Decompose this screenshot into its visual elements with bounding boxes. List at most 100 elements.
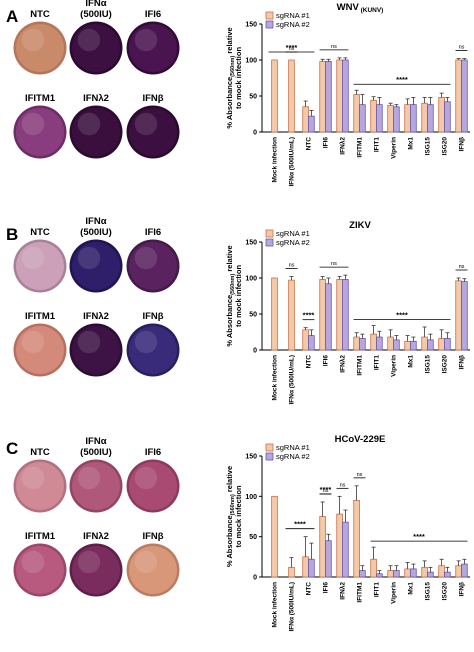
well: IFNβ bbox=[126, 311, 180, 377]
bar bbox=[393, 339, 400, 351]
significance-label: ns bbox=[289, 263, 295, 269]
well-label: NTC bbox=[30, 227, 50, 238]
well-label: NTC bbox=[30, 9, 50, 20]
bar bbox=[359, 104, 366, 133]
bar bbox=[353, 94, 360, 133]
well: IFITM1 bbox=[13, 311, 67, 377]
bar bbox=[444, 338, 451, 351]
well: IFITM1 bbox=[13, 93, 67, 159]
bar bbox=[376, 104, 383, 133]
well: IFNλ2 bbox=[69, 93, 123, 159]
well-highlight bbox=[77, 246, 101, 270]
bar bbox=[461, 281, 468, 351]
x-tick-label: IFIT1 bbox=[374, 355, 381, 371]
y-axis-label: to mock infection bbox=[234, 265, 243, 328]
well-label: (500IU) bbox=[80, 9, 112, 20]
x-tick-label: Viperin bbox=[391, 582, 398, 604]
chart-title: ZIKV bbox=[349, 220, 371, 231]
significance-label: **** bbox=[320, 485, 332, 494]
y-axis-label: % Absorbance(560nm) relative bbox=[225, 466, 236, 567]
well-label: IFNβ bbox=[142, 531, 163, 542]
x-tick-label: ISG20 bbox=[442, 582, 449, 601]
well-fill bbox=[129, 462, 177, 510]
y-axis-label: to mock infection bbox=[234, 485, 243, 548]
bar bbox=[393, 106, 400, 133]
x-tick-label: IFNα (500IU/mL) bbox=[289, 137, 296, 187]
y-axis-label-part: relative bbox=[225, 245, 234, 273]
y-tick-label: 100 bbox=[245, 58, 257, 65]
well-label: IFITM1 bbox=[25, 531, 56, 542]
well-highlight bbox=[77, 28, 101, 52]
well-fill bbox=[72, 462, 120, 510]
y-axis-label-part: relative bbox=[225, 27, 234, 55]
well-fill bbox=[129, 326, 177, 374]
bar bbox=[370, 333, 377, 351]
legend-label: sgRNA #1 bbox=[276, 11, 310, 20]
legend-label: sgRNA #2 bbox=[276, 238, 310, 247]
well: NTC bbox=[13, 227, 67, 293]
bar bbox=[288, 566, 295, 578]
well-label: IFNλ2 bbox=[83, 531, 109, 542]
well-highlight bbox=[134, 246, 158, 270]
y-tick-label: 50 bbox=[249, 534, 257, 541]
well-fill bbox=[16, 24, 64, 72]
y-tick-label: 50 bbox=[249, 312, 257, 319]
bar bbox=[421, 336, 428, 351]
x-tick-label: Mx1 bbox=[408, 355, 415, 368]
chart-title: HCoV-229E bbox=[335, 434, 386, 445]
chart: HCoV-229E 0 50 100 150 % Absorbance(560nm) re… bbox=[225, 434, 470, 632]
bar bbox=[461, 59, 468, 133]
x-tick-label: IFNβ bbox=[459, 137, 466, 151]
y-axis-label-part: (560nm) bbox=[230, 56, 236, 77]
y-tick-label: 0 bbox=[253, 348, 257, 355]
y-axis-label-part: % Absorbance bbox=[225, 295, 234, 347]
well-label: IFITM1 bbox=[25, 93, 56, 104]
well-highlight bbox=[134, 466, 158, 490]
well-fill bbox=[16, 242, 64, 290]
y-axis-label-part: (560nm) bbox=[230, 494, 236, 515]
bar bbox=[325, 61, 332, 133]
y-tick-label: 0 bbox=[253, 130, 257, 137]
bar bbox=[427, 339, 434, 351]
y-tick-label: 100 bbox=[245, 276, 257, 283]
well-label: IFNα bbox=[85, 0, 106, 9]
well-highlight bbox=[21, 466, 45, 490]
bar bbox=[376, 573, 383, 578]
bar bbox=[427, 104, 434, 133]
well-label: IFI6 bbox=[145, 227, 161, 238]
bar bbox=[404, 104, 411, 133]
x-tick-label: IFI6 bbox=[323, 137, 330, 149]
x-tick-label: ISG20 bbox=[442, 355, 449, 374]
bar bbox=[271, 59, 278, 133]
y-tick-label: 150 bbox=[245, 454, 257, 461]
bar bbox=[438, 565, 445, 578]
well-fill bbox=[72, 108, 120, 156]
bar bbox=[319, 279, 326, 351]
x-tick-label: IFNβ bbox=[459, 355, 466, 369]
well: NTC bbox=[13, 9, 67, 75]
x-tick-label: IFNα (500IU/mL) bbox=[289, 582, 296, 632]
bar bbox=[461, 563, 468, 578]
bar bbox=[342, 279, 349, 351]
y-tick-label: 0 bbox=[253, 575, 257, 582]
bar bbox=[325, 283, 332, 351]
x-tick-label: NTC bbox=[306, 137, 313, 151]
x-tick-label: ISG15 bbox=[425, 582, 432, 601]
x-tick-label: IFITM1 bbox=[357, 355, 364, 376]
well-highlight bbox=[21, 246, 45, 270]
bar bbox=[319, 516, 326, 578]
panel-letter: A bbox=[6, 7, 18, 26]
x-tick-label: Mock infection bbox=[272, 355, 279, 401]
well-label: IFITM1 bbox=[25, 311, 56, 322]
significance-label: ns bbox=[323, 488, 329, 494]
bar bbox=[421, 102, 428, 133]
well-label: IFNα bbox=[85, 436, 106, 447]
legend-swatch bbox=[265, 229, 274, 238]
y-tick-label: 150 bbox=[245, 240, 257, 247]
bar bbox=[393, 570, 400, 578]
bar bbox=[438, 97, 445, 133]
bar bbox=[410, 568, 417, 578]
bar bbox=[370, 558, 377, 578]
